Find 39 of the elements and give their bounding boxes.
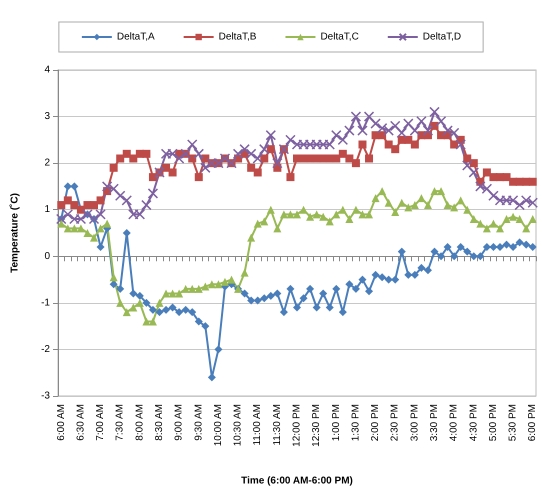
x-tick-label: 6:00 AM [56,404,67,441]
x-tick-label: 2:00 PM [370,404,382,442]
y-tick-label: 1 [44,204,50,216]
x-tick-label: 6:30 AM [75,404,86,441]
y-tick-label: 4 [44,64,50,76]
x-tick-label: 10:00 AM [212,404,224,446]
x-tick-label: 11:30 AM [272,404,283,446]
x-tick-label: 9:00 AM [174,404,185,441]
y-tick-label: -1 [41,297,50,308]
x-tick-label: 12:00 PM [292,404,302,447]
legend-label: DeltaT,A [116,32,155,42]
x-tick-label: 4:00 PM [448,404,460,442]
y-tick-label: 2 [44,158,50,169]
x-tick-label: 7:30 AM [114,404,126,441]
x-tick-label: 11:00 AM [252,404,264,446]
x-tick-label: 1:00 PM [330,404,342,442]
y-tick-label: -2 [41,344,50,355]
legend-label: DeltaT,D [422,32,462,42]
x-tick-label: 8:30 AM [154,404,165,441]
legend-label: DeltaT,B [218,32,257,42]
y-tick-label: 3 [44,111,50,122]
x-tick-label: 3:30 PM [429,404,440,442]
x-tick-label: 3:00 PM [409,404,420,442]
x-tick-label: 12:30 PM [311,404,322,447]
x-tick-label: 7:00 AM [95,404,106,441]
x-tick-label: 2:30 PM [390,404,401,442]
x-tick-label: 5:00 PM [488,404,499,442]
x-axis-title: Time (6:00 AM-6:00 PM) [241,476,353,486]
y-axis-title: Temperature (˚C) [8,193,20,273]
x-tick-label: 6:00 PM [527,404,538,442]
y-tick-label: 0 [44,250,50,262]
x-tick-label: 9:30 AM [193,404,204,441]
x-tick-label: 5:30 PM [508,404,519,442]
y-tick-label: -3 [41,390,50,402]
legend-label: DeltaT,C [320,32,359,42]
x-tick-label: 8:00 AM [134,404,146,441]
x-tick-label: 10:30 AM [232,404,244,446]
x-tick-label: 4:30 PM [468,404,480,442]
x-tick-label: 1:30 PM [350,404,362,442]
